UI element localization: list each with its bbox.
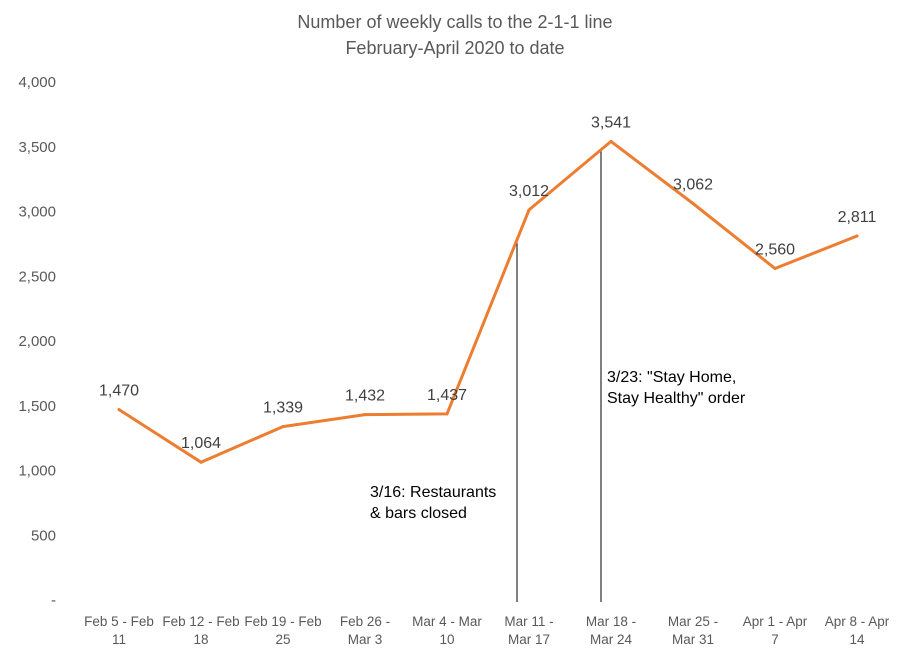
data-point — [691, 201, 695, 205]
series-calls — [117, 139, 859, 464]
data-point — [855, 234, 859, 238]
data-point — [609, 139, 613, 143]
x-tick-label: Apr 8 - Apr 14 — [825, 614, 890, 647]
data-label: 1,064 — [181, 435, 221, 452]
data-label: 2,560 — [755, 241, 795, 258]
data-point — [199, 460, 203, 464]
data-label: 3,062 — [673, 176, 713, 193]
x-tick-label: Apr 1 - Apr 7 — [743, 614, 808, 647]
x-tick-label: Feb 19 - Feb 25 — [244, 614, 321, 647]
x-tick-label: Feb 26 -Mar 3 — [340, 614, 390, 647]
y-axis: - 500 1,000 1,500 2,000 2,500 3,000 3,500 4,000 — [18, 74, 56, 609]
data-point — [281, 425, 285, 429]
data-point — [117, 408, 121, 412]
chart-title: Number of weekly calls to the 2-1-1 line — [297, 12, 612, 32]
y-tick-label: 2,500 — [18, 268, 56, 285]
y-tick-label: 3,500 — [18, 139, 56, 156]
data-label: 3,012 — [509, 183, 549, 200]
x-tick-label: Mar 11 -Mar 17 — [504, 614, 553, 647]
y-tick-label: 1,500 — [18, 398, 56, 415]
series-line — [117, 139, 859, 464]
data-point — [773, 266, 777, 270]
data-point — [527, 208, 531, 212]
data-label: 2,811 — [838, 209, 877, 226]
y-tick-label: 3,000 — [18, 204, 56, 221]
data-label: 1,470 — [99, 383, 139, 400]
y-tick-label: 1,000 — [18, 463, 56, 480]
data-label: 1,432 — [345, 388, 385, 405]
data-label: 1,339 — [263, 400, 303, 417]
y-tick-label: - — [51, 592, 56, 609]
data-labels: 1,470 1,064 1,339 1,432 1,437 3,012 3,541 3,062… — [99, 114, 877, 452]
annotation-text: 3/23: "Stay Home, Stay Healthy" order — [607, 369, 746, 407]
y-tick-label: 2,000 — [18, 333, 56, 350]
data-point — [363, 413, 367, 417]
x-tick-label: Feb 5 - Feb 11 — [84, 614, 154, 647]
x-tick-label: Mar 18 -Mar 24 — [586, 614, 636, 647]
x-tick-label: Mar 4 - Mar 10 — [412, 614, 482, 647]
data-point — [445, 412, 449, 416]
data-label: 3,541 — [591, 114, 631, 131]
y-tick-label: 500 — [31, 527, 56, 544]
data-label: 1,437 — [427, 387, 467, 404]
x-tick-label: Feb 12 - Feb 18 — [162, 614, 239, 647]
annotation-text: 3/16: Restaurants & bars closed — [370, 484, 496, 522]
x-tick-label: Mar 25 -Mar 31 — [668, 614, 718, 647]
y-tick-label: 4,000 — [18, 74, 56, 91]
annotations: 3/16: Restaurants & bars closed 3/23: "Sta… — [370, 150, 746, 602]
chart-subtitle: February-April 2020 to date — [345, 38, 564, 58]
